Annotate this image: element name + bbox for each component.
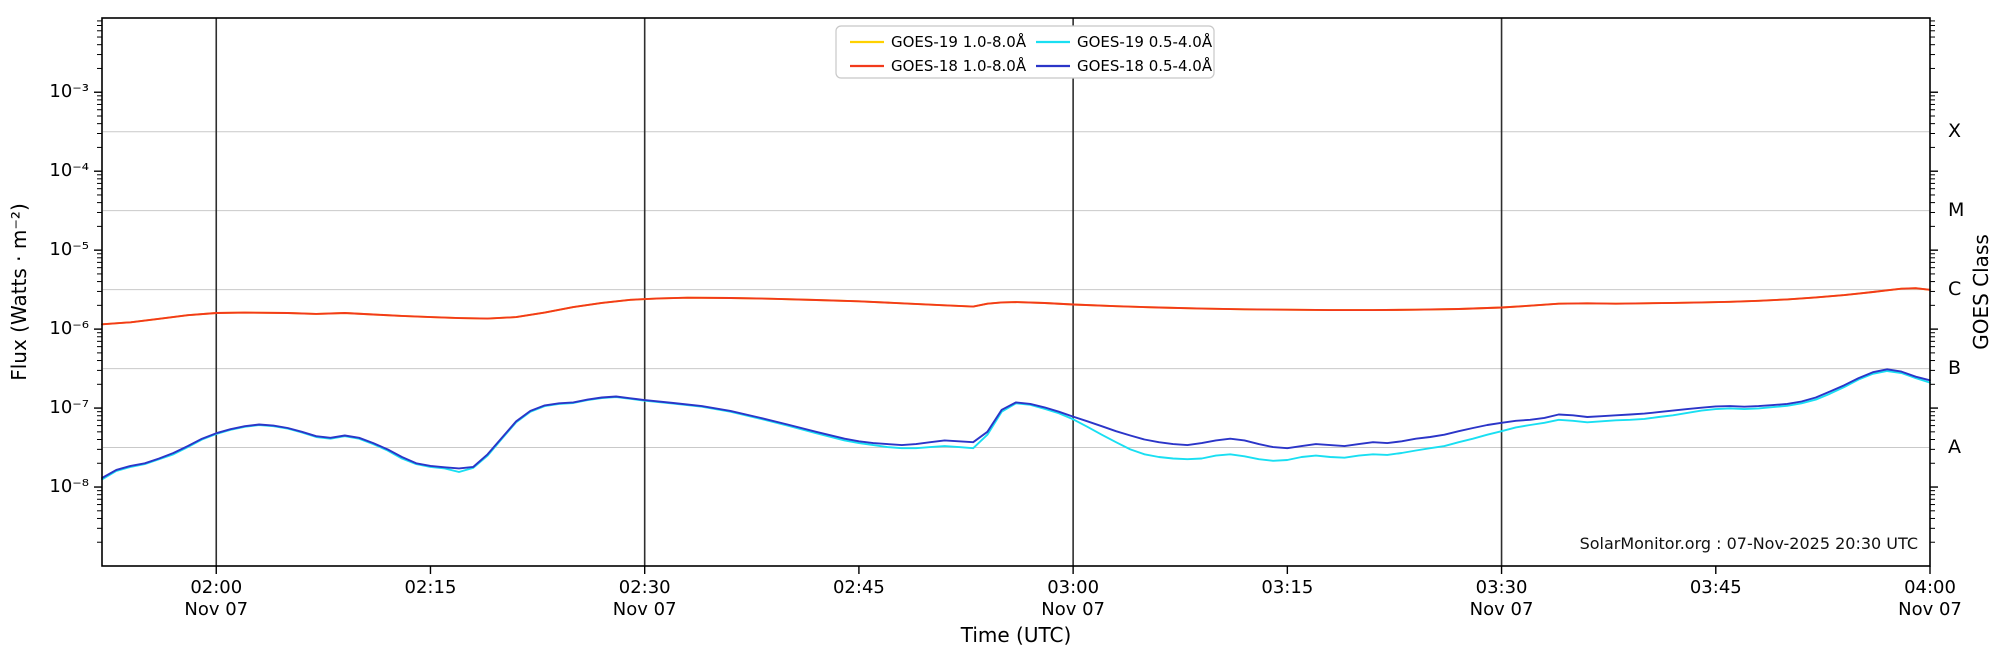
goes-class-letter: A [1948,436,1961,458]
series-line-goes-19-0.5-4.0- [101,370,1931,481]
x-tick-label: 03:15 [1261,577,1313,598]
x-tick-label: 03:45 [1690,577,1742,598]
x-tick-label: 02:00 [190,577,242,598]
x-date-label: Nov 07 [184,599,248,620]
y-tick-label: 10⁻⁴ [49,160,89,181]
x-tick-label: 02:30 [619,577,671,598]
y-axis-title: Flux (Watts · m⁻²) [7,203,31,381]
y-tick-label: 10⁻⁸ [49,476,89,497]
x-date-label: Nov 07 [1041,599,1105,620]
goes-class-letter: B [1948,357,1961,379]
x-tick-label: 03:00 [1047,577,1099,598]
watermark-text: SolarMonitor.org : 07-Nov-2025 20:30 UTC [1580,534,1918,553]
goes-class-letter: M [1948,199,1964,221]
y-tick-label: 10⁻⁷ [49,397,89,418]
grid-layer [103,18,1929,566]
x-axis-title: Time (UTC) [960,623,1072,647]
legend-box [835,25,1215,79]
x-tick-label: 03:30 [1476,577,1528,598]
right-axis-title: GOES Class [1969,234,1993,350]
legend-entry-label: GOES-18 1.0-8.0Å [891,56,1027,75]
legend-entry-label: GOES-18 0.5-4.0Å [1077,56,1213,75]
x-date-label: Nov 07 [1470,599,1534,620]
legend-entry-label: GOES-19 1.0-8.0Å [891,32,1027,51]
goes-class-letter: X [1948,120,1961,142]
plot-border [101,17,1931,567]
series-layer [101,287,1931,481]
x-date-label: Nov 07 [613,599,677,620]
goes-class-letter: C [1948,278,1961,300]
x-tick-label: 04:00 [1904,577,1956,598]
y-tick-label: 10⁻³ [49,81,89,102]
y-tick-label: 10⁻⁵ [49,239,89,260]
series-line-goes-18-1.0-8.0- [101,287,1931,326]
x-date-label: Nov 07 [1898,599,1962,620]
legend-entry-label: GOES-19 0.5-4.0Å [1077,32,1213,51]
x-tick-label: 02:45 [833,577,885,598]
legend-layer: GOES-19 1.0-8.0Å GOES-18 1.0-8.0Å GOES-19 … [835,25,1215,79]
x-tick-label: 02:15 [405,577,457,598]
y-tick-label: 10⁻⁶ [49,318,89,339]
series-line-goes-18-0.5-4.0- [101,368,1931,479]
